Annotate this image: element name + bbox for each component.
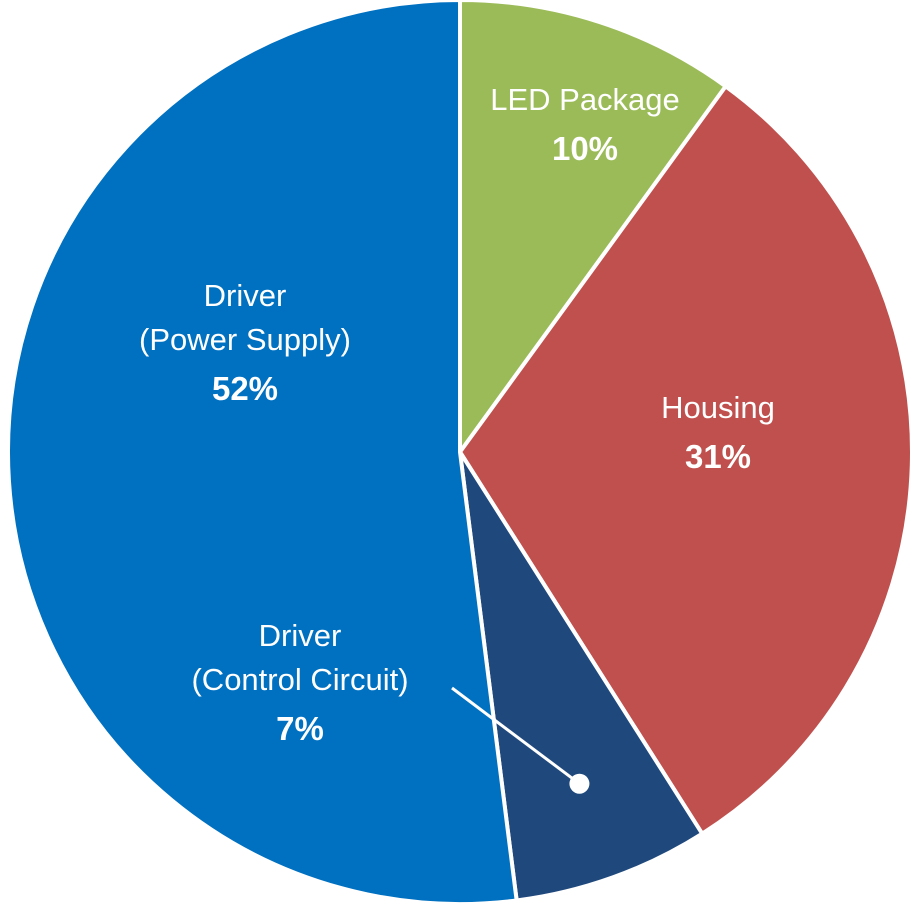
slice-value-label: 31% — [685, 438, 751, 475]
slice-label-name-line: Driver — [259, 618, 342, 653]
pie-slices — [6, 0, 914, 906]
slice-led-package — [458, 0, 728, 454]
slice-label-name-line: (Control Circuit) — [191, 662, 408, 697]
slice-label-name-line: (Power Supply) — [139, 322, 351, 357]
slice-label-driver-power-supply: Driver (Power Supply) 52% — [139, 278, 351, 407]
slice-value-label: 7% — [276, 710, 324, 747]
slice-label-name-line: Driver — [204, 278, 287, 313]
slice-label-name-line: Housing — [661, 390, 775, 425]
slice-driver-control-circuit — [458, 450, 705, 903]
slice-label-driver-control-circuit: Driver (Control Circuit) 7% — [191, 618, 408, 747]
leader-line — [451, 686, 581, 785]
slice-driver-power-supply — [6, 0, 519, 906]
slice-value-label: 52% — [212, 370, 278, 407]
slice-housing — [458, 84, 914, 836]
leader-dot — [569, 773, 590, 794]
slice-label-led-package: LED Package 10% — [490, 82, 680, 167]
slice-value-label: 10% — [552, 130, 618, 167]
pie-labels: LED Package 10% Housing 31% Driver (Control C… — [139, 82, 775, 794]
slice-label-name-line: LED Package — [490, 82, 680, 117]
slice-label-housing: Housing 31% — [661, 390, 775, 475]
